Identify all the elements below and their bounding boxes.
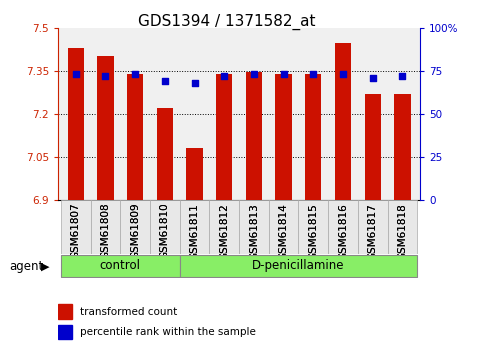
Text: GSM61817: GSM61817 — [368, 203, 378, 259]
Bar — [365, 94, 381, 200]
Point — [398, 73, 406, 79]
Text: GSM61815: GSM61815 — [308, 203, 318, 259]
Text: GSM61807: GSM61807 — [71, 203, 81, 259]
Point — [310, 71, 317, 77]
Text: GSM61814: GSM61814 — [279, 203, 289, 259]
Bar — [394, 94, 411, 200]
Bar — [61, 200, 91, 254]
Point — [131, 71, 139, 77]
Bar — [68, 48, 84, 200]
Bar — [275, 73, 292, 200]
Text: GSM61816: GSM61816 — [338, 203, 348, 259]
Text: ▶: ▶ — [41, 262, 50, 271]
Point — [280, 71, 287, 77]
Bar — [298, 200, 328, 254]
Bar — [305, 73, 322, 200]
Text: GSM61818: GSM61818 — [398, 203, 407, 259]
Bar — [387, 200, 417, 254]
Bar — [335, 43, 351, 200]
Point — [369, 75, 377, 80]
Text: GSM61815: GSM61815 — [308, 203, 318, 259]
Bar — [97, 56, 114, 200]
Text: GSM61818: GSM61818 — [398, 203, 407, 259]
Point — [220, 73, 228, 79]
Bar — [239, 200, 269, 254]
Text: GSM61817: GSM61817 — [368, 203, 378, 259]
Point — [101, 73, 109, 79]
Bar — [61, 255, 180, 277]
Text: GSM61813: GSM61813 — [249, 203, 259, 259]
Point — [161, 78, 169, 84]
Bar — [246, 72, 262, 200]
Bar — [328, 200, 358, 254]
Text: GSM61810: GSM61810 — [160, 203, 170, 259]
Text: GSM61816: GSM61816 — [338, 203, 348, 259]
Bar — [358, 200, 387, 254]
Text: transformed count: transformed count — [80, 307, 177, 317]
Bar — [127, 73, 143, 200]
Bar — [58, 304, 72, 319]
Text: GSM61813: GSM61813 — [249, 203, 259, 259]
Text: control: control — [100, 259, 141, 272]
Bar — [180, 255, 417, 277]
Text: GDS1394 / 1371582_at: GDS1394 / 1371582_at — [138, 14, 316, 30]
Bar — [120, 200, 150, 254]
Text: GSM61810: GSM61810 — [160, 203, 170, 259]
Text: GSM61808: GSM61808 — [100, 203, 111, 259]
Text: GSM61807: GSM61807 — [71, 203, 81, 259]
Bar — [186, 148, 203, 200]
Point — [339, 71, 347, 77]
Text: percentile rank within the sample: percentile rank within the sample — [80, 327, 256, 337]
Bar — [58, 325, 72, 339]
Bar — [180, 200, 210, 254]
Bar — [210, 200, 239, 254]
Text: GSM61809: GSM61809 — [130, 203, 140, 259]
Text: GSM61808: GSM61808 — [100, 203, 111, 259]
Text: GSM61814: GSM61814 — [279, 203, 289, 259]
Text: GSM61809: GSM61809 — [130, 203, 140, 259]
Text: agent: agent — [10, 260, 44, 273]
Text: GSM61812: GSM61812 — [219, 203, 229, 259]
Bar — [216, 73, 232, 200]
Bar — [269, 200, 298, 254]
Text: D-penicillamine: D-penicillamine — [252, 259, 345, 272]
Text: GSM61811: GSM61811 — [189, 203, 199, 259]
Bar — [156, 108, 173, 200]
Point — [250, 71, 258, 77]
Bar — [91, 200, 120, 254]
Point — [191, 80, 199, 86]
Bar — [150, 200, 180, 254]
Text: GSM61812: GSM61812 — [219, 203, 229, 259]
Text: GSM61811: GSM61811 — [189, 203, 199, 259]
Point — [72, 71, 80, 77]
